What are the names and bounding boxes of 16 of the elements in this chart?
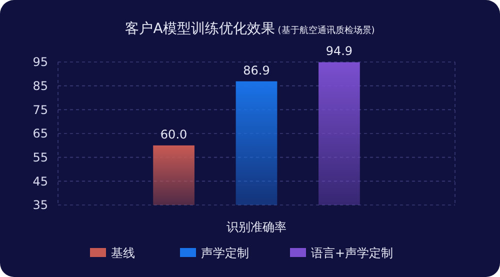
legend-label: 语言+声学定制 [311,246,394,260]
data-label: 94.9 [326,44,353,58]
y-tick-label: 35 [32,198,48,212]
y-tick-label: 85 [32,79,48,94]
y-tick-label: 75 [32,102,48,117]
chart-title: 客户A模型训练优化效果 [125,21,275,37]
legend-label: 基线 [111,246,135,260]
y-tick-label: 45 [32,174,48,188]
chart-subtitle: (基于航空通讯质检场景) [278,25,375,36]
data-label: 86.9 [243,63,270,78]
y-tick-label: 55 [32,150,48,165]
x-tick-label: 识别准确率 [226,220,286,234]
y-tick-label: 65 [32,126,48,141]
legend-label: 声学定制 [201,246,249,260]
data-label: 60.0 [160,127,188,142]
y-tick-label: 95 [32,55,48,70]
